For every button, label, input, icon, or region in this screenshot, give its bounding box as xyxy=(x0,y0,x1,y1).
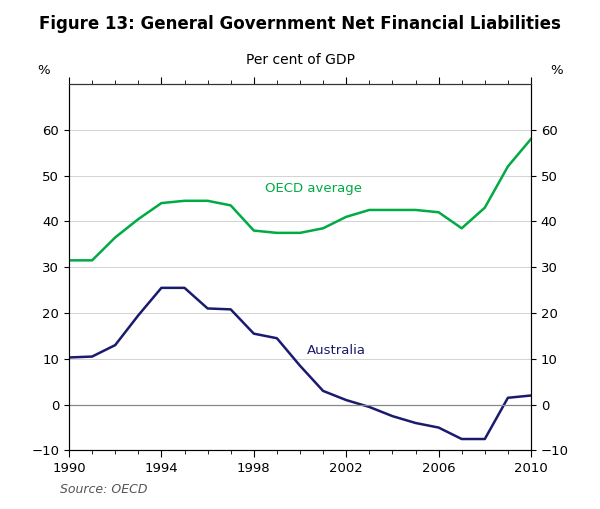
Text: OECD average: OECD average xyxy=(265,182,362,194)
Text: %: % xyxy=(550,64,563,77)
Text: Source: OECD: Source: OECD xyxy=(60,483,148,496)
Text: Australia: Australia xyxy=(307,344,366,357)
Text: %: % xyxy=(37,64,50,77)
Text: Figure 13: General Government Net Financial Liabilities: Figure 13: General Government Net Financ… xyxy=(39,15,561,33)
Text: Per cent of GDP: Per cent of GDP xyxy=(245,53,355,68)
